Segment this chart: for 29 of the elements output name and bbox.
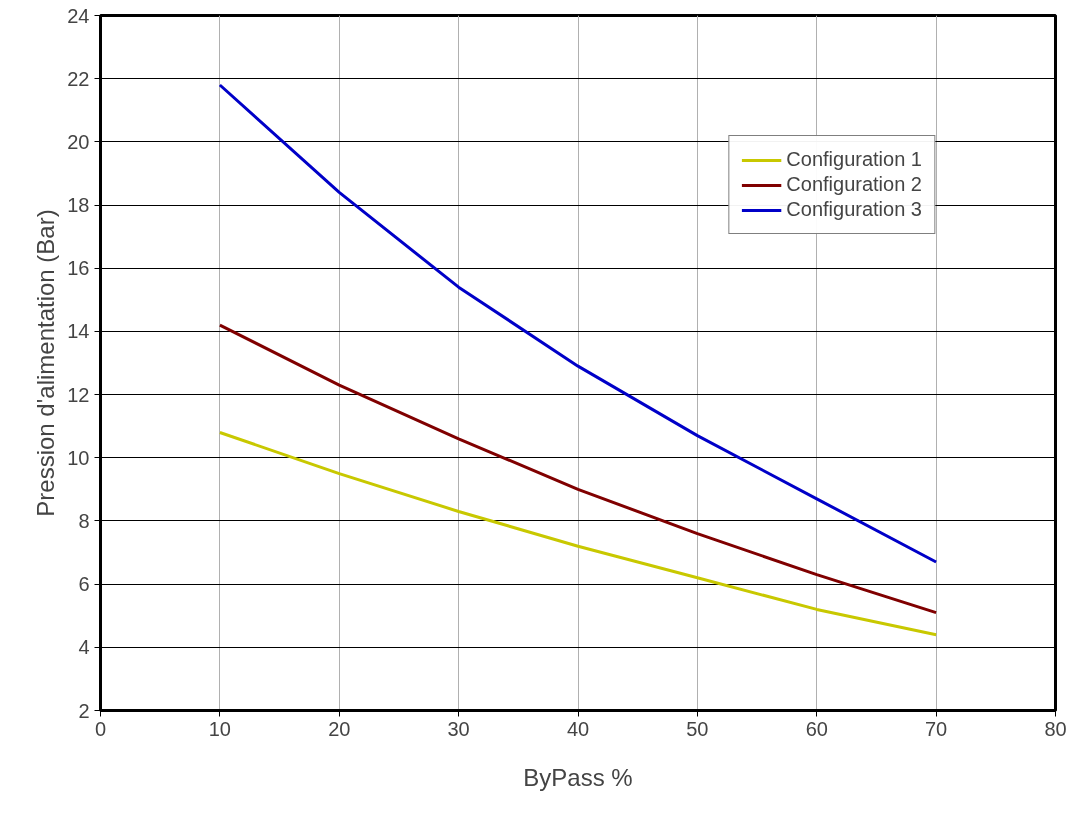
x-tick-label: 10: [208, 717, 231, 740]
y-tick-label: 24: [67, 4, 90, 27]
x-tick-label: 30: [447, 717, 470, 740]
y-tick-label: 6: [78, 573, 90, 596]
line-series: [218, 431, 938, 637]
y-tick-label: 10: [67, 446, 90, 469]
y-tick-label: 22: [67, 67, 90, 90]
legend-label: Configuration 1: [786, 148, 922, 171]
y-tick-label: 16: [67, 257, 90, 280]
y-tick-label: 12: [67, 383, 90, 406]
x-tick-label: 80: [1044, 717, 1067, 740]
x-tick-label: 20: [328, 717, 351, 740]
y-axis-title: Pression d'alimentation (Bar): [32, 209, 60, 517]
x-axis-title: ByPass %: [523, 763, 633, 791]
y-tick-label: 14: [67, 320, 90, 343]
y-tick-label: 20: [67, 130, 90, 153]
x-tick-label: 70: [925, 717, 948, 740]
x-tick-label: 0: [94, 717, 107, 740]
line-series: [218, 83, 938, 564]
y-tick-label: 8: [78, 509, 90, 532]
y-tick-label: 2: [78, 699, 90, 722]
y-tick-label: 4: [78, 636, 90, 659]
x-tick-label: 40: [566, 717, 590, 740]
legend-label: Configuration 3: [786, 198, 922, 221]
y-tick-label: 18: [67, 194, 90, 217]
x-tick-label: 50: [686, 717, 709, 740]
x-tick-label: 60: [805, 717, 828, 740]
line-series: [218, 323, 938, 615]
legend-label: Configuration 2: [786, 173, 922, 196]
